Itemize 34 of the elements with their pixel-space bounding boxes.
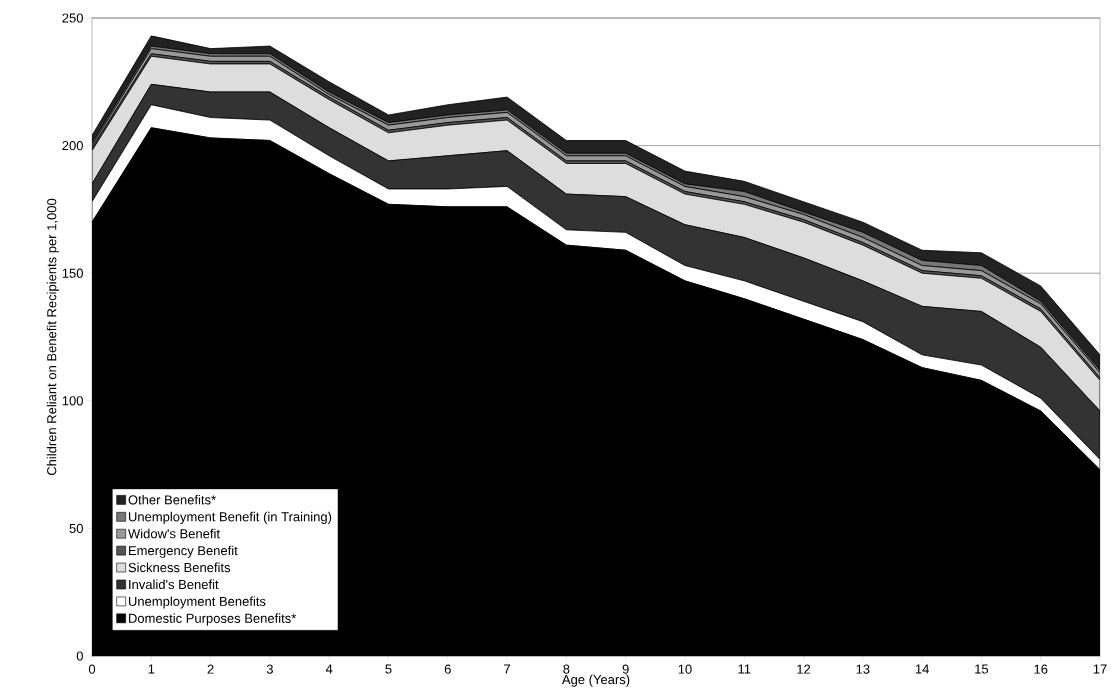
y-tick-label: 200 [62, 140, 83, 151]
y-tick-label: 150 [62, 268, 83, 278]
x-tick-label: 10 [678, 664, 692, 674]
x-axis-title: Age (Years) [561, 674, 630, 687]
legend-label: Widow's Benefit [128, 528, 220, 539]
x-tick-label: 9 [622, 664, 629, 674]
y-axis-title: Children Reliant on Benefit Recipients per 1,000 [46, 198, 59, 476]
x-tick-label: 3 [266, 664, 273, 674]
x-tick-label: 16 [1034, 664, 1048, 674]
x-tick-label: 1 [148, 664, 155, 674]
x-tick-label: 8 [563, 664, 570, 674]
legend-label: Sickness Benefits [128, 562, 231, 573]
legend-label: Domestic Purposes Benefits* [129, 613, 297, 626]
legend-label: Unemployment Benefit (in Training) [128, 511, 332, 524]
y-tick-label: 100 [62, 396, 83, 406]
x-tick-label: 4 [325, 664, 333, 674]
y-tick-label: 0 [76, 651, 83, 661]
legend-label: Emergency Benefit [129, 545, 238, 558]
y-tick-label: 50 [69, 523, 83, 533]
x-tick-label: 13 [856, 664, 870, 674]
x-tick-label: 11 [738, 664, 751, 674]
x-tick-label: 5 [385, 664, 392, 674]
legend-label: Invalid's Benefit [129, 579, 219, 590]
legend-label: Other Benefits* [128, 494, 216, 505]
legend-label: Unemployment Benefits [128, 596, 266, 609]
x-tick-label: 17 [1093, 664, 1107, 674]
y-tick-label: 250 [62, 13, 83, 23]
x-tick-label: 6 [444, 664, 451, 674]
x-tick-label: 2 [207, 664, 214, 674]
x-tick-label: 0 [88, 664, 96, 674]
x-tick-label: 12 [797, 664, 811, 674]
x-tick-label: 14 [915, 664, 929, 674]
x-tick-label: 15 [975, 664, 989, 674]
x-tick-label: 7 [504, 664, 511, 674]
